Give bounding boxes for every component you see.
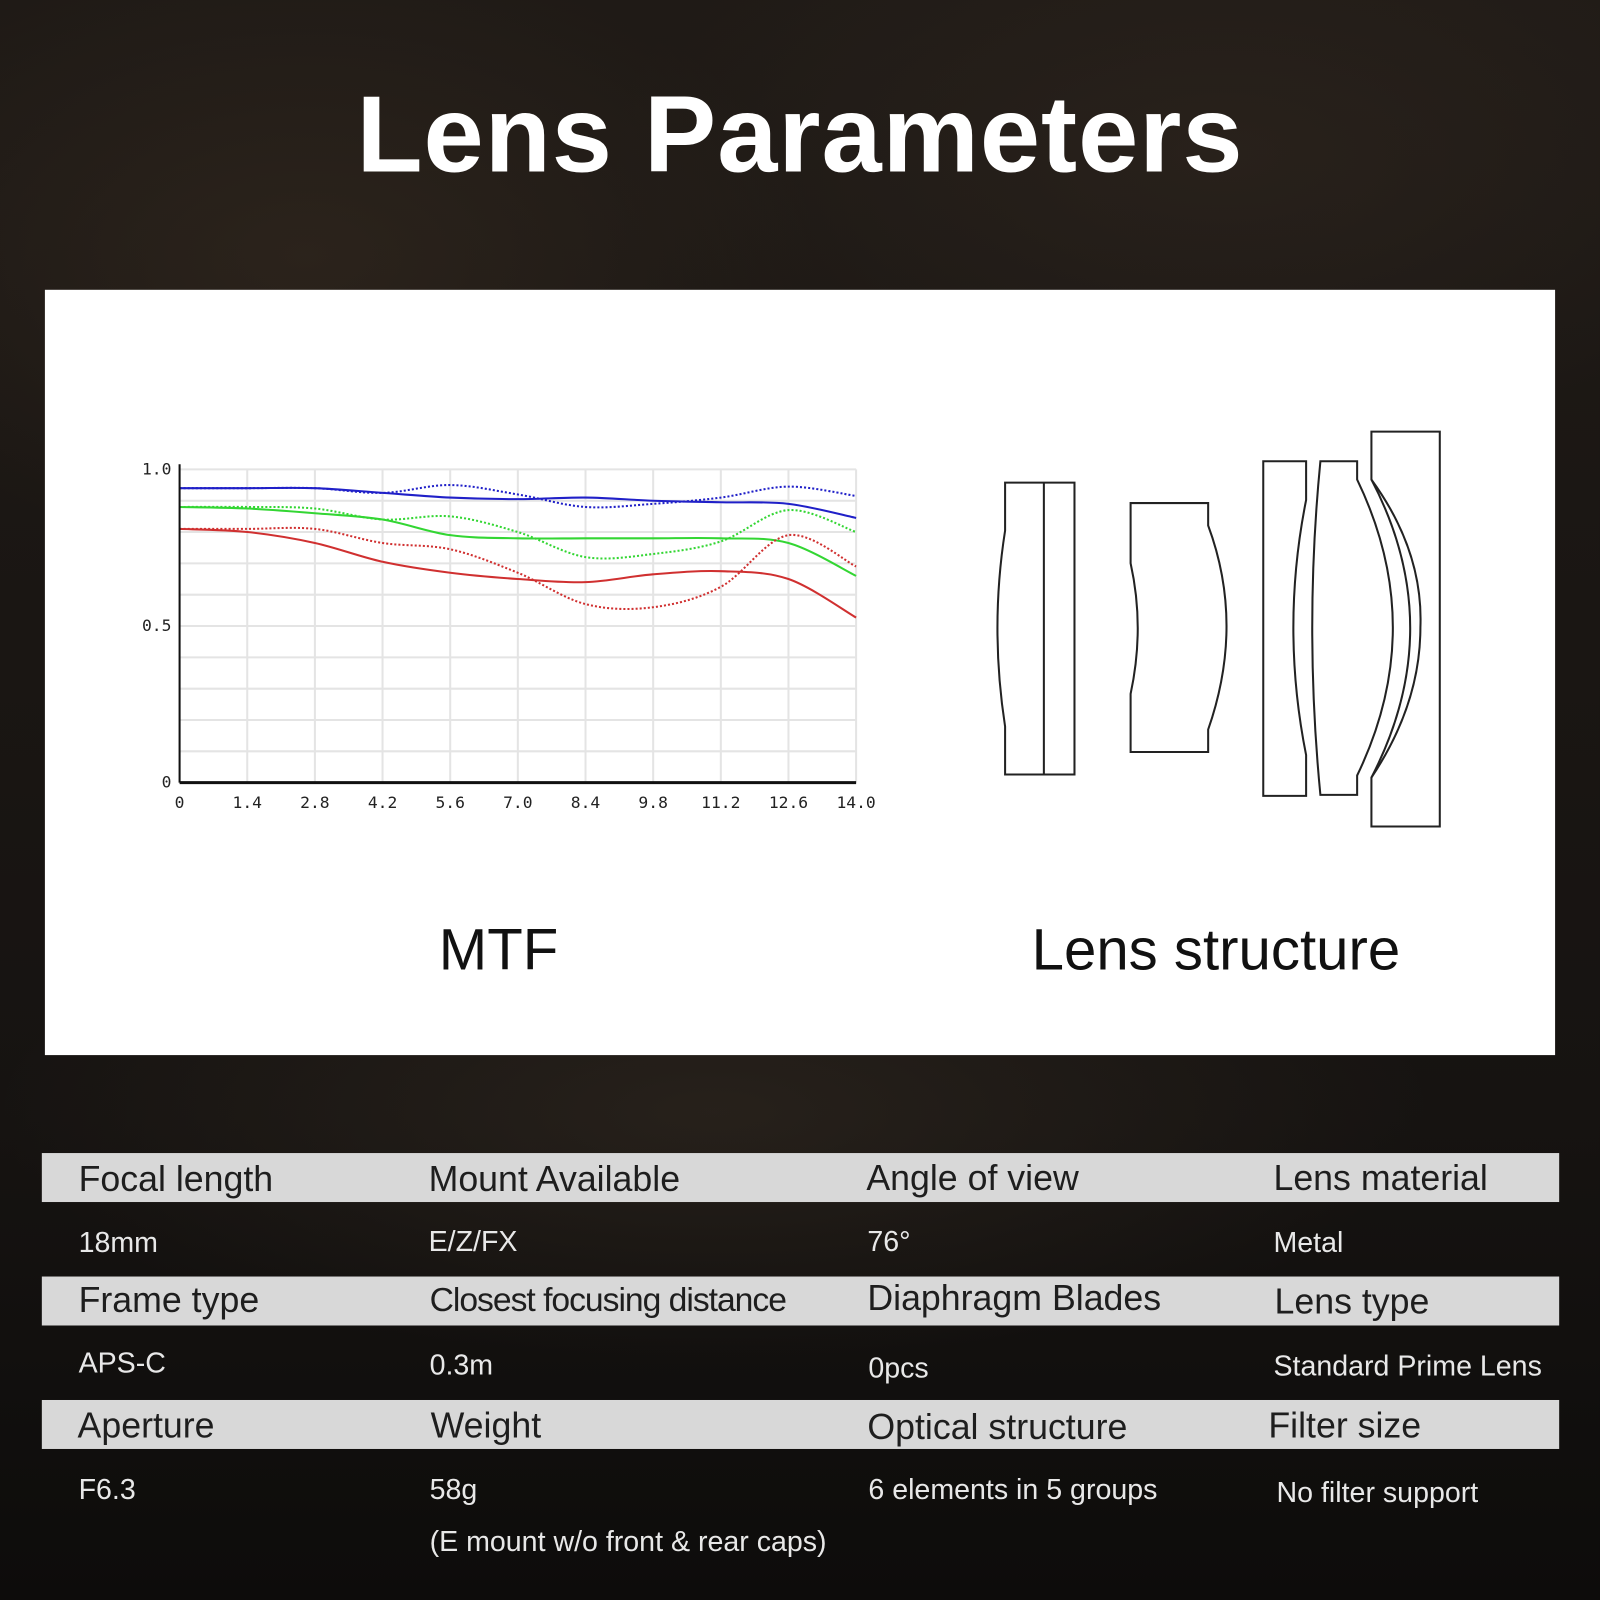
x-tick-label: 1.4: [233, 793, 263, 812]
spec-label: Lens material: [1273, 1158, 1488, 1198]
page-title: Lens Parameters: [356, 74, 1244, 195]
spec-label: Filter size: [1268, 1406, 1422, 1446]
lens-element-1: [996, 481, 1076, 776]
mtf-series-line: [179, 526, 857, 611]
chart-grid: [179, 468, 858, 783]
spec-label: Focal length: [78, 1159, 274, 1199]
mtf-series-line: [179, 505, 857, 560]
lens-element-5-inner: [1370, 478, 1422, 779]
spec-value: 0.3m: [429, 1348, 494, 1381]
x-tick-label: 14.0: [836, 793, 875, 812]
spec-value: 6 elements in 5 groups: [868, 1473, 1158, 1506]
x-tick-label: 4.2: [368, 793, 397, 812]
y-tick-label: 0.5: [142, 616, 171, 635]
spec-value: Metal: [1273, 1226, 1344, 1259]
x-tick-label: 11.2: [701, 793, 740, 812]
spec-value: No filter support: [1276, 1476, 1479, 1509]
spec-value: 76°: [867, 1225, 911, 1258]
spec-label: Angle of view: [866, 1158, 1079, 1198]
lens-structure-caption: Lens structure: [1031, 917, 1401, 983]
spec-label: Diaphragm Blades: [867, 1278, 1162, 1319]
spec-value: APS-C: [78, 1346, 166, 1379]
lens-element-5: [1370, 430, 1441, 828]
spec-header-row: [41, 1399, 1560, 1449]
mtf-series-line: [179, 527, 857, 619]
spec-value: 0pcs: [868, 1352, 929, 1384]
spec-label: Weight: [430, 1406, 542, 1446]
spec-value: Standard Prime Lens: [1273, 1349, 1542, 1382]
spec-label: Optical structure: [867, 1407, 1128, 1447]
spec-note: (E mount w/o front & rear caps): [429, 1525, 827, 1558]
chart-series: [179, 484, 857, 619]
lens-structure-diagram: [996, 430, 1441, 828]
y-tick-label: 0: [162, 773, 172, 792]
lens-element-3: [1262, 460, 1308, 797]
spec-value: 58g: [429, 1473, 478, 1506]
x-tick-label: 7.0: [503, 793, 532, 812]
spec-label: Frame type: [78, 1280, 260, 1321]
x-tick-label: 5.6: [435, 793, 464, 812]
spec-label: Closest focusing distance: [429, 1280, 787, 1319]
spec-value: 18mm: [78, 1226, 158, 1259]
chart-axes: 0 1.4 2.8 4.2 5.6 7.0 8.4 9.8 11.2 12.6 14.0 0 0.5 1.…: [142, 459, 876, 812]
diagram-panel: [44, 289, 1556, 1056]
x-tick-label: 8.4: [571, 793, 601, 812]
spec-value: E/Z/FX: [428, 1225, 518, 1258]
x-tick-label: 9.8: [638, 793, 667, 812]
spec-value: F6.3: [78, 1473, 136, 1506]
mtf-series-line: [179, 484, 857, 509]
spec-label: Aperture: [77, 1406, 215, 1446]
y-tick-label: 1.0: [142, 459, 171, 478]
spec-label: Mount Available: [428, 1159, 681, 1199]
lens-element-4: [1311, 460, 1394, 796]
mtf-series-line: [179, 505, 857, 577]
mtf-caption: MTF: [438, 917, 559, 983]
x-tick-label: 0: [175, 793, 185, 812]
spec-header-row: [41, 1153, 1560, 1203]
x-tick-label: 12.6: [769, 793, 808, 812]
spec-label: Lens type: [1274, 1281, 1430, 1322]
spec-header-row: [41, 1276, 1560, 1326]
x-tick-label: 2.8: [300, 793, 329, 812]
lens-element-2: [1129, 502, 1228, 754]
